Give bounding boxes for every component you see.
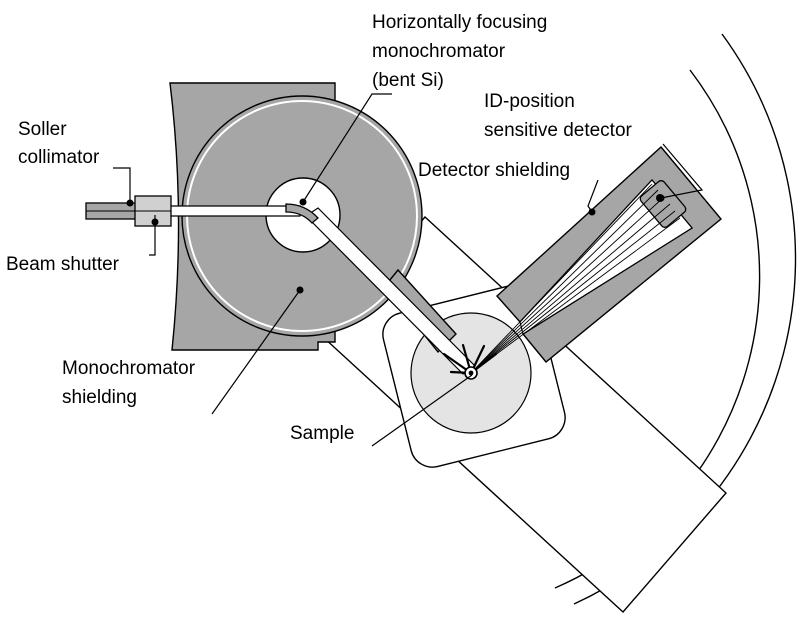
leader-monoshield (211, 289, 301, 415)
label-mono-3: (bent Si) (372, 70, 444, 91)
label-mono-2: monochromator (372, 41, 506, 62)
label-psd-1: ID-position (484, 91, 575, 112)
label-monoshield-1: Monochromator (62, 358, 196, 379)
label-mono-1: Horizontally focusing (372, 12, 547, 33)
beam-shutter (134, 195, 172, 227)
label-sample: Sample (290, 423, 354, 444)
leader-lines (113, 93, 704, 447)
leader-shutter (149, 215, 156, 256)
leader-sample (371, 374, 473, 447)
leader-psd (660, 143, 704, 199)
leader-dots (126, 194, 665, 294)
diffracted-fan (470, 183, 681, 374)
label-psd-2: sensitive detector (484, 120, 633, 141)
label-monoshield-2: shielding (62, 387, 137, 408)
label-beam-shutter: Beam shutter (6, 254, 120, 275)
leader-mono (302, 93, 392, 203)
labels: Soller collimator Beam shutter Horizonta… (6, 12, 633, 444)
label-soller-2: collimator (18, 147, 100, 168)
bent-si-crystal (285, 203, 319, 224)
incident-beam-channel (169, 205, 301, 217)
sample-center (468, 370, 474, 376)
label-soller-1: Soller (18, 119, 67, 140)
leader-soller (113, 167, 131, 203)
label-detector-shielding: Detector shielding (418, 160, 570, 181)
